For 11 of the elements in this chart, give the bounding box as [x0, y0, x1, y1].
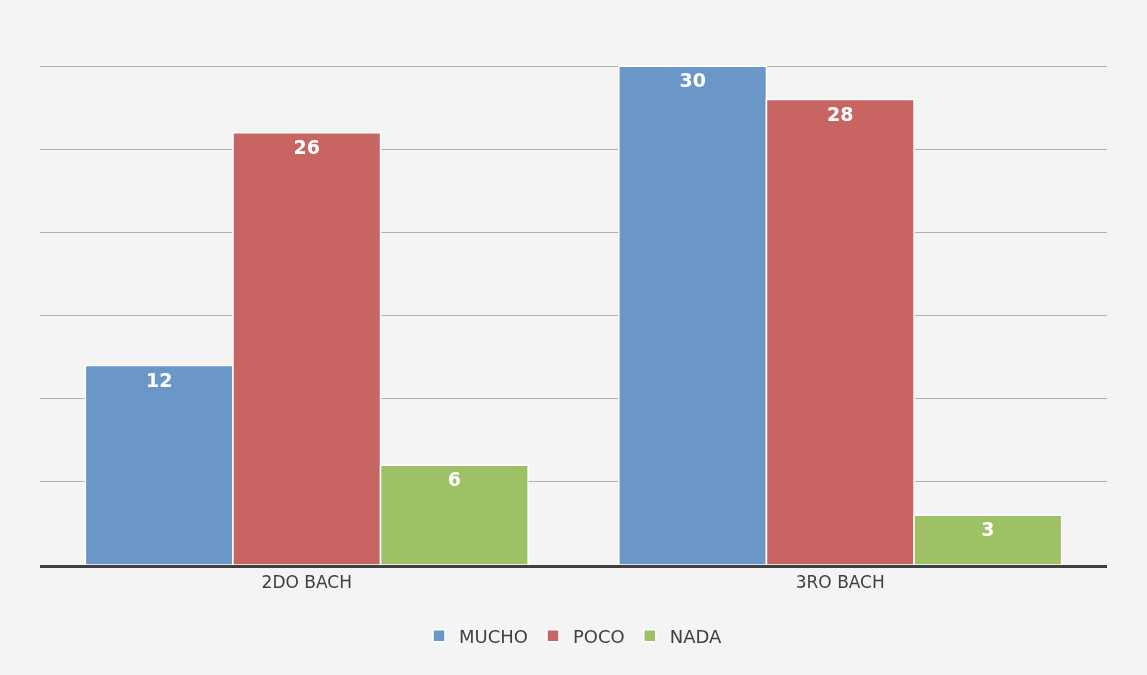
data-label: 30 [679, 69, 706, 92]
x-tick-label: 2DO BACH [261, 572, 352, 593]
data-label: 3 [981, 518, 995, 541]
legend-label: POCO [572, 625, 625, 647]
x-tick-label: 3RO BACH [795, 572, 885, 593]
data-label: 12 [145, 368, 173, 391]
data-label: 6 [447, 468, 461, 491]
legend-label: MUCHO [459, 625, 528, 647]
legend-label: NADA [669, 625, 723, 647]
data-label: 26 [293, 135, 320, 158]
data-label: 28 [827, 102, 854, 125]
